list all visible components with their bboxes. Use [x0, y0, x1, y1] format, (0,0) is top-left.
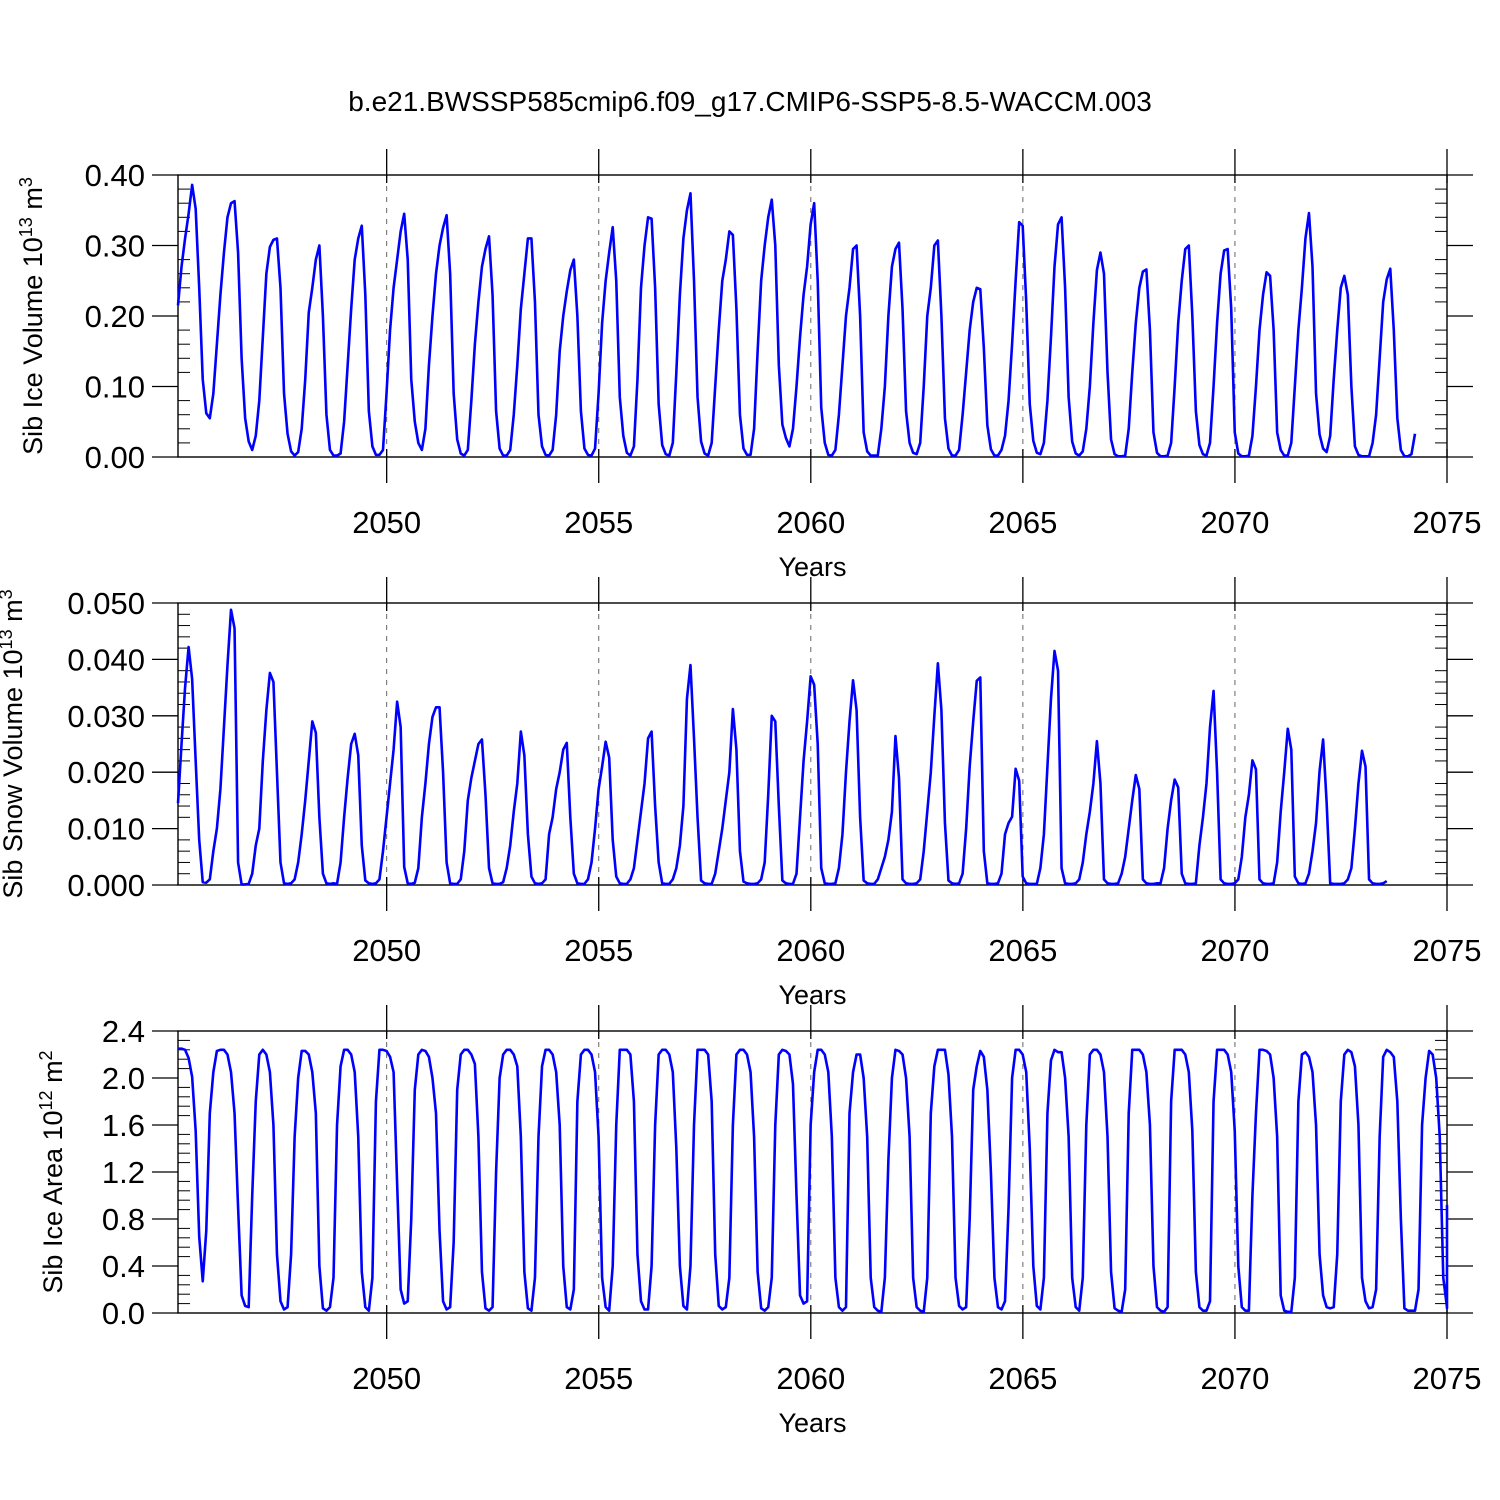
x-axis-label: Years	[778, 1408, 846, 1438]
x-tick-label: 2065	[988, 505, 1057, 540]
plot-frame	[177, 602, 1448, 886]
y-tick-label: 2.0	[102, 1061, 145, 1096]
gridlines	[386, 1031, 1236, 1313]
y-tick-labels: 0.00 0.10 0.20 0.30 0.40	[85, 158, 145, 475]
x-tick-label: 2075	[1413, 1361, 1482, 1396]
series-line-ice-volume	[176, 183, 1417, 458]
y-tick-label: 0.030	[67, 699, 145, 734]
x-tick-label: 2060	[776, 1361, 845, 1396]
y-tick-label: 1.2	[102, 1155, 145, 1190]
x-tick-labels: 2050 2055 2060 2065 2070 2075	[352, 505, 1481, 540]
x-tick-label: 2050	[352, 505, 421, 540]
panel-snow-volume: 2050 2055 2060 2065 2070 2075 0.000 0.010 0.020…	[0, 577, 1481, 1010]
axis-ticks	[152, 1005, 1473, 1339]
y-tick-label: 0.0	[102, 1296, 145, 1331]
y-tick-label: 0.20	[85, 299, 145, 334]
y-tick-labels: 0.0 0.4 0.8 1.2 1.6 2.0 2.4	[102, 1014, 145, 1331]
x-tick-label: 2070	[1200, 933, 1269, 968]
y-tick-label: 0.020	[67, 755, 145, 790]
x-tick-label: 2065	[988, 933, 1057, 968]
x-tick-label: 2050	[352, 933, 421, 968]
chart-title: b.e21.BWSSP585cmip6.f09_g17.CMIP6-SSP5-8…	[348, 86, 1152, 117]
series-line-ice-area	[178, 1047, 1449, 1314]
panel-ice-area: 2050 2055 2060 2065 2070 2075 0.0 0.4 0.8 1.2 1.6…	[36, 1005, 1481, 1438]
x-tick-labels: 2050 2055 2060 2065 2070 2075	[352, 933, 1481, 968]
y-tick-label: 0.00	[85, 440, 145, 475]
x-tick-label: 2050	[352, 1361, 421, 1396]
y-tick-label: 0.010	[67, 812, 145, 847]
x-tick-label: 2055	[564, 933, 633, 968]
y-tick-label: 0.10	[85, 370, 145, 405]
y-tick-labels: 0.000 0.010 0.020 0.030 0.040 0.050	[67, 586, 145, 903]
x-axis-label: Years	[778, 552, 846, 582]
plot-frame	[177, 1030, 1448, 1314]
y-tick-label: 1.6	[102, 1108, 145, 1143]
y-tick-label: 0.040	[67, 642, 145, 677]
y-tick-label: 0.050	[67, 586, 145, 621]
x-tick-label: 2060	[776, 505, 845, 540]
x-tick-label: 2070	[1200, 505, 1269, 540]
panel-ice-volume: 2050 2055 2060 2065 2070 2075 0.00 0.10 0.20 0.3…	[16, 149, 1481, 582]
y-tick-label: 0.8	[102, 1202, 145, 1237]
y-tick-label: 0.000	[67, 868, 145, 903]
y-tick-label: 0.4	[102, 1249, 145, 1284]
gridlines	[386, 603, 1236, 885]
y-axis-label: Sib Snow Volume 1013 m3	[0, 589, 28, 898]
x-tick-label: 2055	[564, 505, 633, 540]
plot-frame	[177, 174, 1448, 458]
y-tick-label: 2.4	[102, 1014, 145, 1049]
series-line-snow-volume	[176, 608, 1388, 886]
y-axis-label: Sib Ice Volume 1013 m3	[16, 177, 48, 455]
x-tick-label: 2065	[988, 1361, 1057, 1396]
y-tick-label: 0.40	[85, 158, 145, 193]
x-tick-label: 2070	[1200, 1361, 1269, 1396]
x-tick-label: 2075	[1413, 933, 1482, 968]
x-tick-label: 2060	[776, 933, 845, 968]
x-tick-label: 2055	[564, 1361, 633, 1396]
y-axis-label: Sib Ice Area 1012 m2	[36, 1050, 68, 1293]
y-tick-label: 0.30	[85, 229, 145, 264]
x-tick-label: 2075	[1413, 505, 1482, 540]
x-tick-labels: 2050 2055 2060 2065 2070 2075	[352, 1361, 1481, 1396]
x-axis-label: Years	[778, 980, 846, 1010]
